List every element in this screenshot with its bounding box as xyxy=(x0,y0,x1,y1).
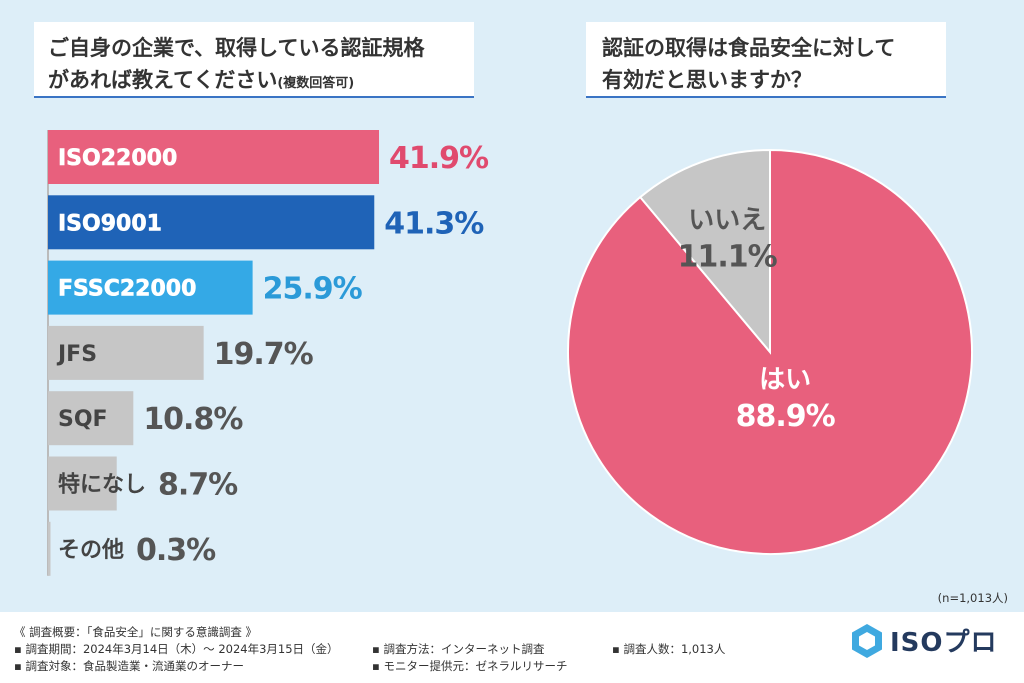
bar-category-label: 特になし xyxy=(58,472,146,498)
hexagon-logo-icon xyxy=(852,623,882,658)
survey-count: ▪ 調査人数：1,013人 xyxy=(612,642,726,656)
bar-question-note: (複数回答可) xyxy=(277,76,355,91)
bar-value-label: 41.3% xyxy=(384,206,484,241)
pie-question-line2: 有効だと思いますか？ xyxy=(602,68,812,92)
bar-2 xyxy=(48,260,253,315)
survey-provider: ▪ モニター提供元：ゼネラルリサーチ xyxy=(372,659,568,673)
bar-4 xyxy=(48,391,134,446)
pie-chart-question: 認証の取得は食品安全に対して 有効だと思いますか？ xyxy=(586,22,946,96)
bar-value-label: 8.7% xyxy=(158,468,238,503)
survey-period: ▪ 調査期間：2024年3月14日（木）〜 2024年3月15日（金） xyxy=(14,642,339,656)
pie-value-label: 11.1% xyxy=(678,239,778,274)
bar-value-label: 19.7% xyxy=(214,337,314,372)
survey-target: ▪ 調査対象：食品製造業・流通業のオーナー xyxy=(14,659,244,673)
survey-summary: 《 調査概要：「食品安全」に関する意識調査 》 xyxy=(14,625,258,639)
pie-chart: はい 88.9% いいえ 11.1% xyxy=(567,148,973,555)
bar-value-label: 10.8% xyxy=(143,402,243,437)
bar-value-label: 0.3% xyxy=(136,533,216,568)
bar-value-label: 41.9% xyxy=(389,141,489,176)
bar-question-line2: があれば教えてください(複数回答可) xyxy=(48,64,354,94)
isopro-logo: ISOプロ xyxy=(850,622,998,659)
bar-category-label: ISO9001 xyxy=(58,211,162,236)
pie-category-label: いいえ xyxy=(688,205,766,235)
bar-value-label: 25.9% xyxy=(263,272,363,307)
bar-chart: ISO22000 41.9% ISO9001 41.3% FSSC22000 25.9% J… xyxy=(47,130,490,576)
bar-3 xyxy=(48,325,204,380)
bar-1 xyxy=(48,195,375,250)
bar-0 xyxy=(48,130,380,184)
bar-category-label: SQF xyxy=(58,407,108,432)
pie-slice-1 xyxy=(638,148,771,355)
logo-text: ISOプロ xyxy=(890,628,998,658)
bar-5 xyxy=(48,456,117,511)
bar-question-line2-text: があれば教えてください xyxy=(48,68,278,92)
bar-category-label: JFS xyxy=(56,342,97,367)
survey-method: ▪ 調査方法：インターネット調査 xyxy=(372,642,545,656)
bar-6 xyxy=(48,521,51,576)
pie-value-label: 88.9% xyxy=(736,399,836,434)
bar-chart-question: ご自身の企業で、取得している認証規格 があれば教えてください(複数回答可) xyxy=(34,22,474,96)
bar-question-line1: ご自身の企業で、取得している認証規格 xyxy=(48,36,425,60)
pie-category-label: はい xyxy=(759,365,811,395)
bar-category-label: ISO22000 xyxy=(58,146,177,171)
bar-category-label: FSSC22000 xyxy=(58,277,196,302)
sample-size-note: (n=1,013人) xyxy=(937,591,1008,605)
pie-question-line1: 認証の取得は食品安全に対して xyxy=(602,36,896,60)
bar-category-label: その他 xyxy=(58,538,124,563)
